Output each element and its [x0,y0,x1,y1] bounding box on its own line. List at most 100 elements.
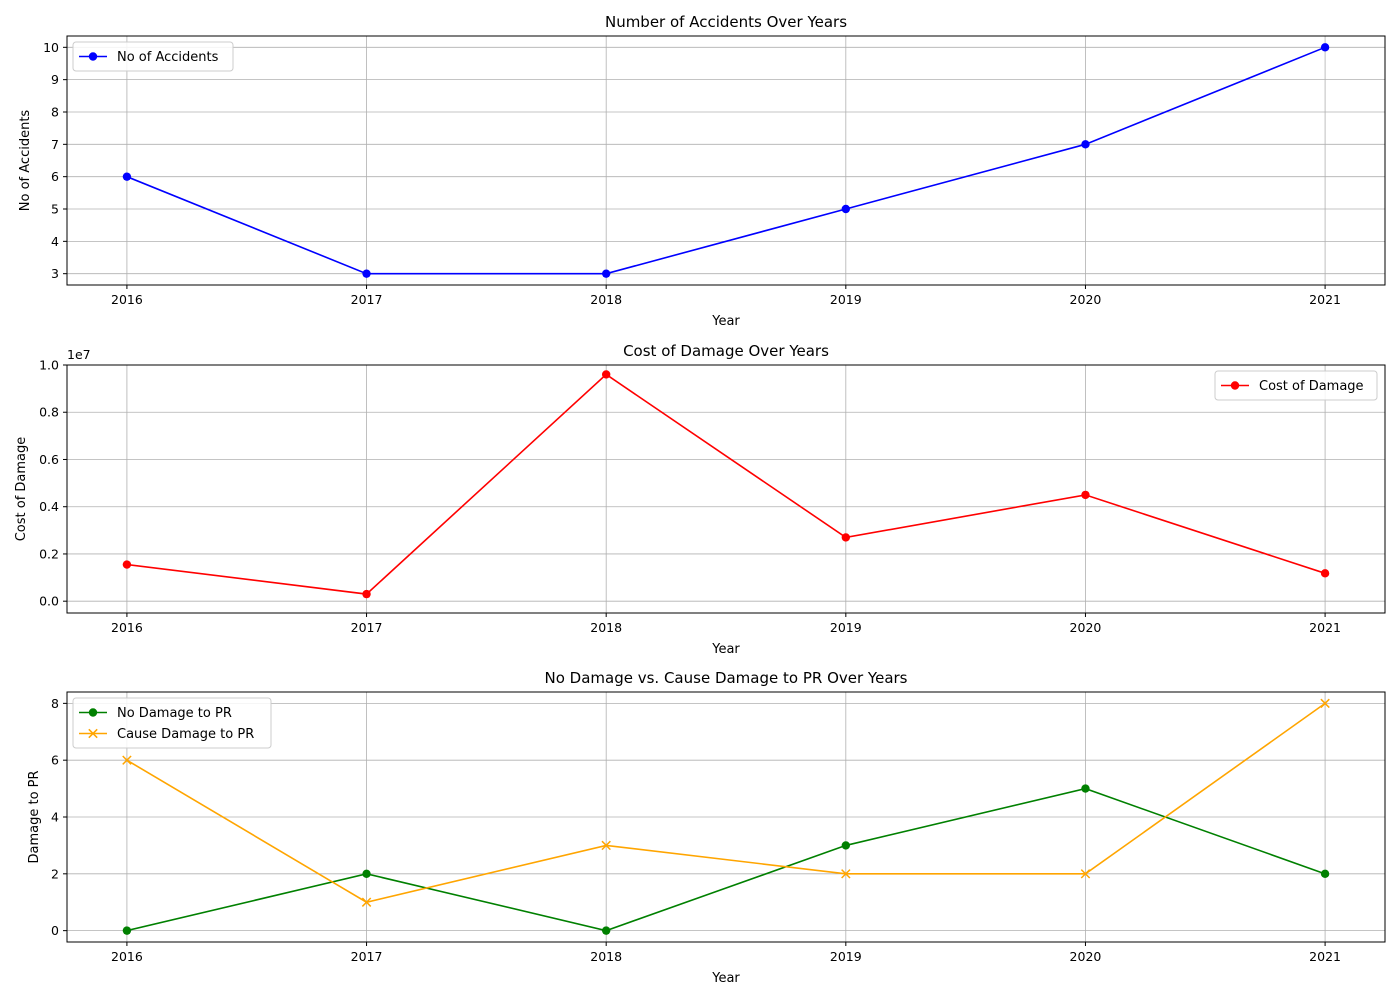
data-point [122,926,132,935]
series-2 [122,698,1330,907]
x-tick-label: 2019 [830,620,862,635]
y-tick-label: 5 [51,202,59,217]
data-point [122,755,132,765]
data-point [1081,784,1090,793]
data-point [1080,869,1091,879]
x-tick-label: 2018 [590,620,622,635]
y-tick-label: 0.0 [39,594,59,609]
data-point [362,589,371,599]
x-tick-label: 2018 [590,292,622,307]
x-tick-label: 2020 [1070,292,1102,307]
x-tick-label: 2017 [351,949,383,964]
data-point [1320,869,1330,879]
data-point [362,269,371,278]
y-tick-label: 3 [51,266,59,281]
y-tick-label: 2 [51,866,59,881]
chart-title: No Damage vs. Cause Damage to PR Over Ye… [545,669,908,687]
legend: No Damage to PR Cause Damage to PR [72,697,272,749]
y-tick-label: 8 [51,696,59,711]
legend-marker [88,52,98,61]
plot-frame [66,364,1386,614]
series-line [126,702,1326,904]
data-point [362,869,371,879]
y-tick-label: 1.0 [39,358,59,373]
series-1 [122,43,1330,278]
data-point [841,533,851,542]
y-tick-label: 9 [51,72,59,87]
x-axis-label: Year [711,971,740,986]
y-axis-label: No of Accidents [18,110,33,212]
data-point [1081,490,1090,500]
plot-frame [66,35,1386,286]
legend-label: Cause Damage to PR [117,727,254,742]
y-tick-label: 4 [51,234,59,249]
series-1 [122,784,1330,935]
x-axis-label: Year [711,314,740,329]
y-tick-label: 4 [51,810,59,825]
data-point [122,172,132,181]
y-tick-label: 7 [51,137,59,152]
x-tick-label: 2016 [111,292,143,307]
data-point [1320,698,1330,709]
series-1 [122,370,1330,599]
legend-box [72,697,272,749]
y-tick-label: 6 [51,169,59,184]
y-axis-label: Cost of Damage [14,437,29,542]
series-line [126,373,1326,595]
y-tick-label: 0.2 [39,546,59,561]
legend-item: No of Accidents [79,50,219,65]
legend-marker [1230,381,1240,390]
data-point [841,841,851,850]
data-point [601,926,611,935]
x-tick-label: 2021 [1309,620,1341,635]
legend-label: Cost of Damage [1259,379,1364,394]
data-point [1320,569,1330,578]
legend-box [72,41,234,72]
x-tick-label: 2017 [351,292,383,307]
x-tick-label: 2020 [1070,620,1102,635]
x-axis-label: Year [711,642,740,657]
subplot-3: 2016 2017 2018 2019 2020 2021 0 2 4 6 8 No Damage v… [27,669,1386,986]
data-point [361,897,372,907]
legend-box [1214,370,1378,401]
x-tick-label: 2021 [1309,949,1341,964]
y-axis-label: Damage to PR [27,770,42,863]
subplot-2: 2016 2017 2018 2019 2020 2021 0.0 0.2 0.4 0.6 0.8 1… [14,342,1386,657]
y-tick-label: 8 [51,104,59,119]
y-tick-label: 6 [51,753,59,768]
y-tick-label: 0 [51,923,59,938]
series-line [126,787,1326,932]
legend-label: No Damage to PR [117,706,232,721]
y-tick-label: 0.8 [39,405,59,420]
legend-item: Cost of Damage [1221,379,1364,394]
data-point [601,370,611,379]
data-point [601,840,611,851]
data-point [1081,140,1090,149]
x-tick-label: 2021 [1309,292,1341,307]
x-tick-label: 2017 [351,620,383,635]
y-offset-label: 1e7 [67,347,91,362]
data-point [122,560,132,569]
series-line [126,46,1326,275]
subplot-1: 2016 2017 2018 2019 2020 2021 3 4 5 6 7 8 9 10 Number … [18,13,1386,329]
y-tick-label: 0.6 [39,452,59,467]
data-point [601,269,611,278]
legend-label: No of Accidents [117,50,219,65]
chart-title: Number of Accidents Over Years [605,13,847,31]
legend: Cost of Damage [1214,370,1378,401]
x-tick-label: 2018 [590,949,622,964]
legend-marker [88,728,98,739]
x-tick-label: 2019 [830,292,862,307]
legend-item: Cause Damage to PR [79,727,254,742]
x-tick-label: 2016 [111,949,143,964]
data-point [1320,43,1330,52]
data-point [841,869,851,879]
legend-marker [88,708,98,717]
y-tick-label: 10 [43,40,59,55]
chart-title: Cost of Damage Over Years [623,342,829,360]
legend: No of Accidents [72,41,234,72]
x-tick-label: 2020 [1070,949,1102,964]
data-point [841,204,851,214]
x-tick-label: 2016 [111,620,143,635]
